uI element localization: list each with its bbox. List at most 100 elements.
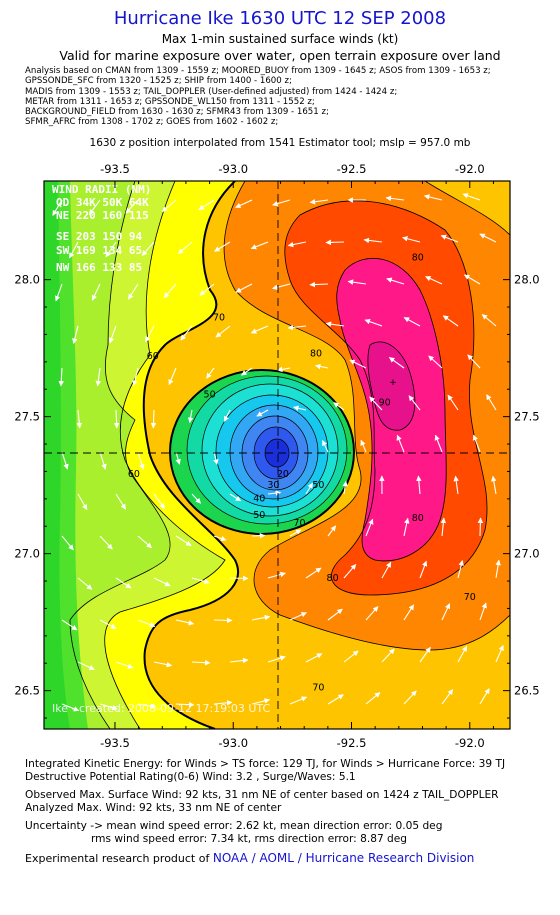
footer-info: Integrated Kinetic Energy: for Winds > T… xyxy=(25,758,505,865)
isotach-70-bold xyxy=(142,181,239,729)
wind-vector xyxy=(223,409,231,422)
contour-label: 80 xyxy=(327,573,339,584)
wind-radii-row: SE 203 150 94 xyxy=(56,230,142,243)
wind-vector xyxy=(408,395,421,411)
wind-vector xyxy=(91,283,101,301)
contour-label: 90 xyxy=(379,398,391,409)
wind-vector xyxy=(76,409,83,429)
wind-vector xyxy=(105,241,117,258)
wind-vector xyxy=(272,283,291,290)
wind-vector xyxy=(441,603,451,621)
contour-label: 70 xyxy=(464,592,476,603)
wind-vector xyxy=(61,703,80,712)
chart-title: Hurricane Ike 1630 UTC 12 SEP 2008 xyxy=(113,8,447,29)
wind-vector xyxy=(113,409,120,429)
wind-vector xyxy=(495,644,504,663)
wind-vector xyxy=(214,241,231,252)
wind-vector xyxy=(467,354,481,369)
wind-vector xyxy=(423,194,443,201)
wind-vector xyxy=(132,367,139,387)
wind-vector xyxy=(305,482,314,495)
wind-vector xyxy=(72,325,79,344)
source-line: MADIS from 1309 - 1553 z; TAIL_DOPPLER (… xyxy=(25,86,398,97)
wind-vector xyxy=(365,692,381,705)
wind-vector xyxy=(77,577,93,590)
wind-vector xyxy=(108,325,117,344)
wind-vector xyxy=(115,577,132,589)
wind-vector xyxy=(61,619,78,631)
wind-vector xyxy=(325,239,345,246)
wind-vector xyxy=(342,480,348,495)
wind-vector xyxy=(77,661,95,671)
wind-vector xyxy=(477,517,484,537)
x-tick-label-top: -92.5 xyxy=(337,162,367,176)
wind-vector xyxy=(145,325,155,343)
wind-vector xyxy=(95,367,101,387)
y-tick-label-left: 27.5 xyxy=(14,410,40,424)
credit-org-link[interactable]: NOAA / AOML / Hurricane Research Divisio… xyxy=(212,850,475,865)
wind-vector xyxy=(99,703,118,711)
wind-vector xyxy=(77,493,88,511)
wind-vector xyxy=(369,396,383,411)
wind-vector xyxy=(180,325,193,341)
wind-vector xyxy=(69,241,79,259)
wind-vector xyxy=(251,532,266,539)
wind-vector xyxy=(54,283,63,302)
analysis-sources: Analysis based on CMAN from 1309 - 1559 … xyxy=(25,66,491,128)
contour-label: 50 xyxy=(253,510,265,521)
wind-vector xyxy=(495,559,501,579)
wind-vector xyxy=(267,490,282,496)
wind-vector xyxy=(462,193,481,201)
wind-vector xyxy=(241,367,253,376)
wind-vector xyxy=(267,571,286,579)
wind-vector xyxy=(479,602,487,621)
wind-vector xyxy=(309,281,329,288)
contour-label: 20 xyxy=(277,469,289,480)
wind-vector xyxy=(115,661,134,669)
plot-frame xyxy=(43,180,511,730)
wind-vector xyxy=(175,619,195,626)
uncertainty-rms-line: rms wind speed error: 7.34 kt, rms direc… xyxy=(91,832,408,845)
contour-label: 60 xyxy=(128,469,140,480)
wind-radii-row: NW 166 133 85 xyxy=(56,261,142,274)
wind-vector xyxy=(256,409,269,417)
band-75-ne xyxy=(425,181,510,235)
contour-label: 70 xyxy=(312,683,324,694)
wind-vector xyxy=(177,241,193,255)
wind-vector xyxy=(272,199,291,207)
wind-vector xyxy=(161,199,177,213)
wind-vector xyxy=(481,314,497,327)
y-tick-label-right: 26.5 xyxy=(514,684,540,698)
wind-vector xyxy=(251,614,271,621)
wind-vector xyxy=(343,564,357,579)
max-wind-marker: + xyxy=(389,378,397,388)
wind-vector xyxy=(229,493,242,502)
contour-label: 80 xyxy=(412,513,424,524)
wind-vector xyxy=(381,648,395,663)
wind-vector xyxy=(403,690,417,705)
wind-vector xyxy=(363,237,383,244)
isotach-75-ne xyxy=(424,181,510,236)
y-tick-label-left: 26.5 xyxy=(14,684,40,698)
wind-vector xyxy=(137,535,152,549)
y-tick-label-left: 27.0 xyxy=(14,547,40,561)
wind-vector xyxy=(327,525,337,537)
wind-vector xyxy=(403,316,421,327)
wind-vector xyxy=(364,319,383,327)
wind-vector xyxy=(250,325,269,334)
wind-vector xyxy=(153,493,165,510)
credit-prefix: Experimental research product of xyxy=(25,851,210,865)
wind-vector xyxy=(191,577,210,585)
wind-vector xyxy=(425,276,443,285)
wind-vector xyxy=(153,661,173,668)
wind-vector xyxy=(396,434,405,453)
wind-vector xyxy=(327,694,344,705)
wind-vector xyxy=(289,612,307,621)
wind-vector xyxy=(386,277,405,285)
wind-vector xyxy=(199,283,215,296)
source-line: GPSSONDE_SFC from 1320 - 1525 z; SHIP fr… xyxy=(25,76,292,87)
wind-vector xyxy=(289,529,302,537)
wind-vector xyxy=(472,434,481,453)
ike-line: Integrated Kinetic Energy: for Winds > T… xyxy=(25,758,506,770)
